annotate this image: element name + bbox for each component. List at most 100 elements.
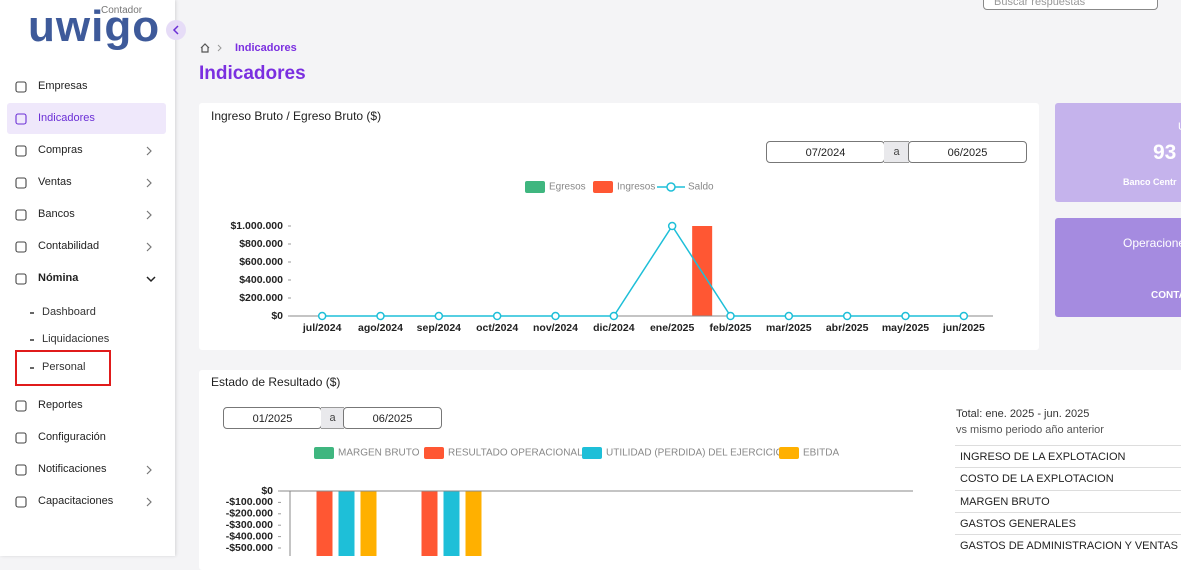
submenu-item[interactable]: Dashboard — [42, 306, 96, 318]
collapse-button[interactable] — [166, 20, 186, 40]
x-tick-label: nov/2024 — [533, 322, 578, 334]
nav-item[interactable]: Configuración — [38, 431, 106, 443]
chart-title: Ingreso Bruto / Egreso Bruto ($) — [211, 109, 381, 123]
y-tick-label: -$500.000 — [226, 542, 273, 554]
x-tick-label: ago/2024 — [358, 322, 403, 334]
date-from[interactable]: 01/2025 — [223, 407, 322, 429]
legend-swatch — [593, 181, 613, 193]
home-icon[interactable] — [199, 42, 211, 54]
breadcrumb-separator — [217, 44, 222, 52]
nav-icon — [15, 177, 27, 189]
table-row — [955, 534, 1181, 557]
nav-item[interactable]: Nómina — [38, 272, 79, 284]
point — [667, 221, 677, 231]
table-cell: INGRESO DE LA EXPLOTACION — [960, 451, 1126, 463]
point — [551, 311, 560, 321]
x-tick-label: feb/2025 — [709, 322, 751, 334]
kpi-value: 93 — [1153, 141, 1177, 164]
x-tick-label: abr/2025 — [826, 322, 869, 334]
y-tick-label: $600.000 — [239, 256, 283, 268]
highlight-box — [15, 350, 111, 386]
active-item-bg — [7, 103, 166, 134]
nav-item[interactable]: Bancos — [38, 208, 75, 220]
y-tick-label: $0 — [261, 485, 273, 497]
submenu-item[interactable]: Personal — [42, 361, 86, 373]
date-separator: a — [321, 407, 344, 429]
chevron — [146, 276, 156, 283]
date-to[interactable]: 06/2025 — [343, 407, 442, 429]
bar — [465, 491, 482, 556]
legend-label: Saldo — [688, 182, 714, 193]
legend-label: Egresos — [549, 182, 586, 193]
y-tick-label: -$100.000 — [226, 496, 273, 508]
nav-item[interactable]: Empresas — [38, 80, 88, 92]
logo-tag: Contador — [101, 5, 143, 16]
table-cell: COSTO DE LA EXPLOTACION — [960, 473, 1114, 486]
point — [317, 311, 327, 321]
breadcrumb-current: Indicadores — [235, 42, 297, 54]
table-cell: GASTOS DE ADMINISTRACION Y VENTAS — [960, 540, 1179, 553]
table-cell: MARGEN BRUTO — [960, 495, 1050, 508]
x-tick-label: jun/2025 — [942, 322, 985, 334]
y-tick-label: -$400.000 — [226, 530, 273, 542]
charts: Ingreso Bruto / Egreso Bruto ($) Egresos I… — [211, 109, 993, 556]
nav-item[interactable]: Indicadores — [38, 112, 95, 124]
legend-swatch — [779, 447, 799, 459]
point — [609, 311, 619, 321]
nav-icon — [15, 400, 27, 412]
search-input[interactable]: Buscar respuestas — [983, 0, 1158, 10]
nav-icon — [15, 241, 27, 253]
point — [376, 311, 385, 321]
nav-icon — [15, 273, 27, 285]
collapse-icon — [172, 25, 179, 35]
nav-item[interactable]: Ventas — [38, 176, 72, 188]
nav-item[interactable]: Reportes — [38, 399, 83, 411]
nav-item[interactable]: Capacitaciones — [38, 495, 114, 507]
date-to[interactable]: 06/2025 — [908, 141, 1027, 163]
x-tick-label: mar/2025 — [766, 322, 812, 334]
legend-label: RESULTADO OPERACIONAL — [448, 448, 583, 459]
bar — [443, 491, 460, 556]
table-cell: GASTOS GENERALES — [960, 517, 1076, 530]
nav-icon — [15, 464, 27, 476]
sidebar: uwigo Contador Empresas Indicadores Compra… — [0, 0, 175, 556]
kpi-card[interactable]: Operacione CONTA — [1055, 218, 1181, 317]
legend-label: MARGEN BRUTO — [338, 448, 420, 459]
nav-item[interactable]: Compras — [38, 144, 83, 156]
point — [492, 311, 502, 321]
kpi-link: CONTA — [1151, 290, 1181, 301]
kpi-card[interactable]: U 93 Banco Centr — [1055, 103, 1181, 202]
x-tick-label: sep/2024 — [417, 322, 462, 334]
chevron — [146, 210, 152, 220]
nav-item[interactable]: Notificaciones — [38, 463, 107, 475]
point — [901, 311, 910, 321]
point — [726, 311, 735, 321]
nav-icon — [15, 113, 27, 125]
chevron — [146, 497, 152, 507]
submenu-item[interactable]: Liquidaciones — [42, 333, 110, 345]
kpi-label: Operacione — [1123, 236, 1181, 250]
x-tick-label: ene/2025 — [650, 322, 695, 334]
chevron — [146, 242, 152, 252]
x-tick-label: jul/2024 — [302, 322, 342, 334]
y-tick-label: $800.000 — [239, 238, 283, 250]
table-total: Total: ene. 2025 - jun. 2025 — [956, 408, 1090, 420]
legend-swatch — [424, 447, 444, 459]
y-tick-label: $200.000 — [239, 292, 283, 304]
bar — [360, 491, 377, 556]
nav-icon — [15, 209, 27, 221]
chevron — [146, 178, 152, 188]
sidebar-icons — [15, 81, 156, 508]
x-tick-label: may/2025 — [882, 322, 929, 334]
nav-icon — [15, 81, 27, 93]
bar — [316, 491, 333, 556]
nav-icon — [15, 496, 27, 508]
y-tick-label: $0 — [271, 310, 283, 322]
date-from[interactable]: 07/2024 — [766, 141, 885, 163]
logo[interactable]: uwigo — [28, 2, 161, 51]
date-separator: a — [884, 141, 909, 163]
nav-item[interactable]: Contabilidad — [38, 240, 100, 252]
point — [784, 311, 794, 321]
bar — [421, 491, 438, 556]
